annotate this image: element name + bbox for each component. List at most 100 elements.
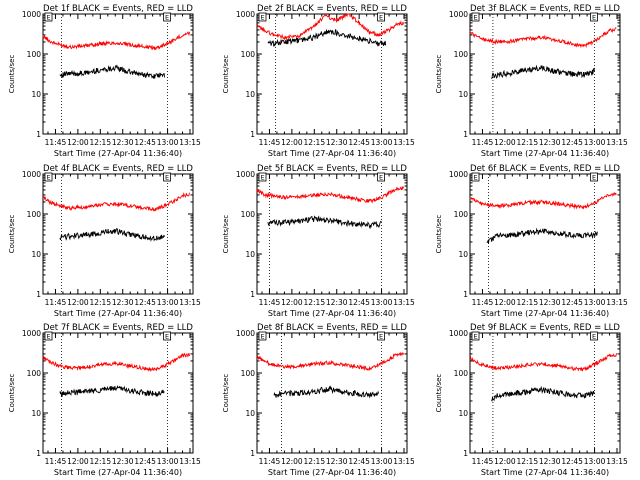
plot-frame <box>256 13 408 135</box>
y-axis-label: Counts/sec <box>8 55 16 94</box>
y-tick-label: 1000 <box>22 170 41 179</box>
y-tick-label: 10 <box>458 409 468 418</box>
y-tick-label: 1 <box>250 290 255 299</box>
x-tick-label: 13:15 <box>179 457 201 466</box>
x-tick-label: 11:45 <box>259 138 281 147</box>
x-tick-label: 12:00 <box>67 457 89 466</box>
marker-label: E <box>379 14 383 22</box>
marker-box <box>471 172 480 182</box>
x-tick-label: 12:00 <box>494 138 516 147</box>
x-tick-label: 12:30 <box>539 457 561 466</box>
x-tick-label: 12:00 <box>67 138 89 147</box>
y-tick-label: 1 <box>36 290 41 299</box>
y-tick-label: 1000 <box>449 329 468 338</box>
x-tick-label: 13:00 <box>157 298 179 307</box>
marker-label: E <box>46 333 50 341</box>
events-series-line <box>491 385 595 402</box>
y-tick-label: 1000 <box>22 329 41 338</box>
y-tick-label: 1000 <box>22 10 41 19</box>
marker-label: E <box>260 14 264 22</box>
plot-frame <box>42 332 194 454</box>
marker-label: E <box>592 174 596 182</box>
marker-label: E <box>165 14 169 22</box>
x-tick-label: 12:15 <box>89 457 111 466</box>
x-tick-label: 12:30 <box>539 138 561 147</box>
marker-label: E <box>473 14 477 22</box>
events-series-line <box>267 215 382 230</box>
events-series-line <box>267 28 387 48</box>
y-tick-label: 10 <box>245 90 255 99</box>
x-tick-label: 11:45 <box>472 298 494 307</box>
x-tick-label: 12:15 <box>516 298 538 307</box>
x-tick-label: 12:15 <box>516 138 538 147</box>
y-tick-label: 100 <box>27 50 42 59</box>
x-tick-label: 11:45 <box>472 457 494 466</box>
x-tick-label: 12:30 <box>326 138 348 147</box>
x-tick-label: 12:00 <box>67 298 89 307</box>
x-tick-label: 12:00 <box>281 138 303 147</box>
x-tick-label: 13:00 <box>157 138 179 147</box>
plot-frame <box>469 332 621 454</box>
marker-box <box>163 172 171 182</box>
y-tick-label: 1 <box>36 130 41 139</box>
x-tick-label: 12:45 <box>134 298 156 307</box>
marker-box <box>590 12 598 22</box>
y-tick-label: 100 <box>454 50 469 59</box>
y-tick-label: 100 <box>454 210 469 219</box>
detector-panel-7: Det 7f BLACK = Events, RED = LLD Counts/s… <box>8 323 201 477</box>
x-tick-label: 13:00 <box>584 138 606 147</box>
lld-series-line <box>256 13 404 41</box>
x-tick-label: 12:15 <box>303 138 325 147</box>
x-tick-label: 12:15 <box>89 298 111 307</box>
x-tick-label: 11:45 <box>45 457 67 466</box>
marker-box <box>377 12 385 22</box>
x-tick-label: 11:45 <box>259 298 281 307</box>
panel-title: Det 4f BLACK = Events, RED = LLD <box>43 164 193 174</box>
events-series-line <box>59 384 165 397</box>
x-tick-label: 13:00 <box>584 457 606 466</box>
marker-label: E <box>473 174 477 182</box>
detector-panel-3: Det 3f BLACK = Events, RED = LLD Counts/s… <box>435 4 628 158</box>
detector-panel-2: Det 2f BLACK = Events, RED = LLD Counts/s… <box>222 4 415 158</box>
x-tick-label: 11:45 <box>45 138 67 147</box>
detector-panel-4: Det 4f BLACK = Events, RED = LLD Counts/s… <box>8 164 201 318</box>
y-tick-label: 1 <box>250 449 255 458</box>
panel-title: Det 3f BLACK = Events, RED = LLD <box>470 4 620 14</box>
detector-panel-1: Det 1f BLACK = Events, RED = LLD Counts/s… <box>8 4 201 158</box>
x-axis-label: Start Time (27-Apr-04 11:36:40) <box>481 149 609 158</box>
x-tick-label: 12:30 <box>326 298 348 307</box>
x-tick-label: 12:00 <box>494 457 516 466</box>
x-tick-label: 13:00 <box>584 298 606 307</box>
y-tick-label: 10 <box>245 250 255 259</box>
detector-panel-6: Det 6f BLACK = Events, RED = LLD Counts/s… <box>435 164 628 318</box>
x-tick-label: 11:45 <box>259 457 281 466</box>
y-tick-label: 1 <box>36 449 41 458</box>
marker-label: E <box>260 333 264 341</box>
lld-series-line <box>42 192 190 212</box>
x-axis-label: Start Time (27-Apr-04 11:36:40) <box>481 468 609 477</box>
marker-box <box>471 12 480 22</box>
events-series-line <box>273 385 380 399</box>
events-series-line <box>486 227 598 244</box>
panel-title: Det 2f BLACK = Events, RED = LLD <box>257 4 407 14</box>
marker-label: E <box>473 333 477 341</box>
x-tick-label: 12:15 <box>303 298 325 307</box>
y-tick-label: 10 <box>458 90 468 99</box>
y-tick-label: 10 <box>245 409 255 418</box>
y-tick-label: 1000 <box>449 170 468 179</box>
x-tick-label: 12:15 <box>89 138 111 147</box>
marker-label: E <box>379 174 383 182</box>
x-tick-label: 12:45 <box>348 138 370 147</box>
x-tick-label: 13:15 <box>393 138 415 147</box>
y-tick-label: 100 <box>454 369 469 378</box>
y-tick-label: 100 <box>241 210 256 219</box>
lld-series-line <box>469 353 617 372</box>
x-tick-label: 12:45 <box>134 457 156 466</box>
y-tick-label: 1000 <box>449 10 468 19</box>
detector-panel-9: Det 9f BLACK = Events, RED = LLD Counts/s… <box>435 323 628 477</box>
y-tick-label: 10 <box>31 250 41 259</box>
y-tick-label: 1000 <box>236 10 255 19</box>
marker-label: E <box>165 333 169 341</box>
lld-series-line <box>469 27 617 49</box>
